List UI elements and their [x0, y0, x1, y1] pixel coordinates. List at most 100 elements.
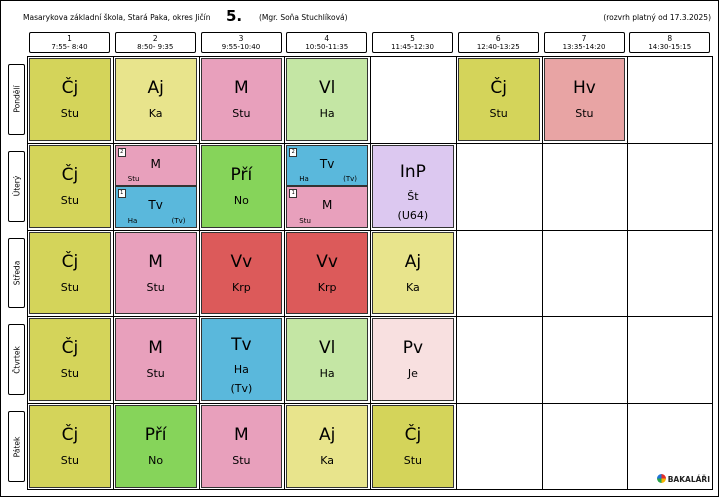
lesson-subject: Vl: [318, 338, 336, 359]
lesson-subject: Čj: [490, 78, 507, 98]
period-time: 11:45-12:30: [391, 43, 434, 51]
grid-vline: [627, 56, 628, 490]
grid-hline: [27, 403, 713, 404]
lesson-subject: Vv: [316, 251, 338, 272]
split-lesson-part: 2 Tv Ha (Tv): [286, 144, 368, 187]
lesson-cell: Aj Ka: [114, 58, 197, 141]
lesson-teacher: Krp: [232, 280, 251, 294]
period-time: 7:55- 8:40: [51, 43, 88, 51]
lesson-subject: Tv: [231, 335, 252, 356]
grid-vline: [284, 56, 285, 490]
lesson-teacher: Ha: [319, 107, 335, 120]
lesson-subject: Pv: [402, 338, 424, 359]
period-header: 7 13:35-14:20: [543, 32, 625, 53]
lesson-teacher: Stu: [232, 454, 251, 468]
lesson-subject: M: [234, 78, 249, 98]
period-number: 3: [238, 34, 244, 43]
lesson-cell: Pří No: [114, 405, 197, 488]
class-name: 5.: [226, 7, 243, 25]
lesson-subject: M: [234, 425, 249, 446]
lesson-subject: Vl: [318, 78, 336, 98]
lesson-cell: Čj Stu: [29, 58, 111, 141]
lesson-cell: Čj Stu: [29, 231, 111, 315]
period-header: 1 7:55- 8:40: [29, 32, 110, 53]
lesson-cell: M Stu: [114, 318, 197, 402]
lesson-teacher: Stu: [60, 454, 80, 468]
logo-text: BAKALÁŘI: [667, 475, 710, 484]
class-teacher: (Mgr. Soňa Stuchlíková): [259, 13, 348, 22]
lesson-cell: Pv Je: [372, 318, 454, 402]
group-number: 2: [117, 147, 126, 157]
lesson-teacher: Ka: [320, 454, 334, 468]
period-number: 8: [667, 34, 673, 43]
period-number: 1: [67, 34, 72, 43]
lesson-teacher: Ka: [405, 280, 420, 294]
lesson-teacher: Ha: [299, 175, 309, 184]
bakalari-logo-icon: [656, 474, 666, 483]
bakalari-logo: BAKALÁŘI: [656, 474, 710, 484]
period-time: 14:30-15:15: [648, 43, 692, 51]
lesson-cell: InP Št (U64): [372, 144, 454, 228]
group-number: 1: [289, 189, 298, 199]
lesson-subject: InP: [399, 161, 426, 182]
lesson-cell: Tv Ha (Tv): [200, 318, 283, 402]
lesson-subject: Čj: [61, 78, 79, 98]
lesson-room: (U64): [397, 208, 429, 222]
day-name: Středa: [12, 260, 21, 286]
period-number: 7: [581, 34, 587, 43]
lesson-subject: Čj: [61, 251, 79, 272]
day-name: Čtvrtek: [12, 345, 21, 374]
group-number: 1: [117, 189, 126, 199]
period-header: 3 9:55-10:40: [200, 32, 282, 53]
lesson-teacher: Stu: [403, 454, 423, 468]
period-number: 6: [495, 34, 501, 43]
lesson-teacher: Stu: [146, 280, 165, 294]
lesson-teacher: Stu: [60, 280, 80, 294]
period-number: 5: [410, 34, 415, 43]
lesson-teacher: Stu: [575, 107, 594, 120]
period-header: 5 11:45-12:30: [372, 32, 453, 53]
period-header: 4 10:50-11:35: [286, 32, 368, 53]
lesson-teacher: Stu: [127, 175, 140, 184]
split-lesson-part: 2 M Stu: [114, 144, 197, 187]
grid-vline: [370, 56, 371, 490]
lesson-teacher: No: [148, 454, 164, 468]
grid-vline: [199, 56, 200, 490]
lesson-cell: M Stu: [200, 405, 283, 488]
grid-hline: [27, 143, 713, 144]
split-lesson-part: 1 M Stu: [286, 186, 368, 228]
lesson-teacher: Ha: [319, 367, 335, 381]
lesson-teacher: Je: [407, 367, 418, 381]
lesson-subject: Čj: [61, 164, 79, 185]
lesson-cell: M Stu: [114, 231, 197, 315]
grid-hline: [27, 316, 713, 317]
validity-note: (rozvrh platný od 17.3.2025): [603, 13, 711, 22]
lesson-teacher: Stu: [60, 193, 80, 207]
lesson-subject: Čj: [404, 425, 422, 446]
lesson-cell: Čj Stu: [29, 318, 111, 402]
lesson-cell: Čj Stu: [29, 405, 111, 488]
period-number: 2: [152, 34, 158, 43]
lesson-cell: Vv Krp: [286, 231, 368, 315]
school-name: Masarykova základní škola, Stará Paka, o…: [23, 13, 211, 22]
period-header: 8 14:30-15:15: [629, 32, 711, 53]
period-header: 6 12:40-13:25: [457, 32, 539, 53]
lesson-cell: Čj Stu: [457, 58, 540, 141]
grid-vline: [113, 56, 114, 490]
day-label: Úterý: [8, 150, 25, 222]
period-time: 9:55-10:40: [221, 43, 261, 51]
day-name: Pátek: [12, 436, 21, 457]
lesson-group: (Tv): [343, 175, 357, 184]
lesson-subject: Tv: [148, 198, 163, 213]
lesson-teacher: Stu: [60, 107, 80, 120]
lesson-subject: M: [321, 198, 333, 213]
lesson-teacher: Krp: [317, 280, 337, 294]
lesson-teacher: Stu: [299, 216, 311, 225]
lesson-cell: Hv Stu: [543, 58, 626, 141]
lesson-subject: Aj: [318, 425, 336, 446]
lesson-teacher: Stu: [489, 107, 508, 120]
lesson-cell: Vl Ha: [286, 318, 368, 402]
period-time: 13:35-14:20: [562, 43, 606, 51]
lesson-teacher: Stu: [146, 367, 165, 381]
day-name: Úterý: [12, 175, 21, 197]
